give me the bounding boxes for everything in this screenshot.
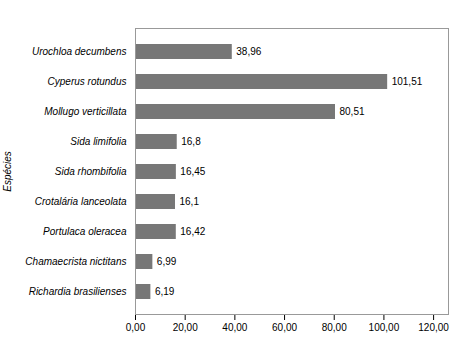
svg-text:6,99: 6,99 [157, 256, 177, 267]
svg-text:16,45: 16,45 [180, 166, 205, 177]
svg-text:16,8: 16,8 [181, 136, 201, 147]
svg-text:60,00: 60,00 [272, 322, 297, 333]
svg-text:100,00: 100,00 [369, 322, 400, 333]
svg-text:16,1: 16,1 [179, 196, 199, 207]
svg-text:Chamaecrista nictitans: Chamaecrista nictitans [25, 256, 126, 267]
svg-text:38,96: 38,96 [236, 46, 261, 57]
svg-text:Portulaca oleracea: Portulaca oleracea [43, 226, 127, 237]
svg-text:20,00: 20,00 [173, 322, 198, 333]
svg-text:Mollugo verticillata: Mollugo verticillata [44, 106, 127, 117]
svg-text:16,42: 16,42 [180, 226, 205, 237]
svg-text:6,19: 6,19 [155, 286, 175, 297]
svg-text:120,00: 120,00 [418, 322, 449, 333]
svg-text:Espécies: Espécies [2, 151, 13, 192]
svg-text:Cyperus rotundus: Cyperus rotundus [48, 76, 127, 87]
svg-text:40,00: 40,00 [222, 322, 247, 333]
svg-text:Crotalária lanceolata: Crotalária lanceolata [35, 196, 127, 207]
svg-text:101,51: 101,51 [392, 76, 423, 87]
svg-text:Sida rhombifolia: Sida rhombifolia [55, 166, 127, 177]
svg-text:80,51: 80,51 [339, 106, 364, 117]
svg-text:0,00: 0,00 [126, 322, 146, 333]
svg-text:Richardia brasilienses: Richardia brasilienses [29, 286, 127, 297]
svg-text:80,00: 80,00 [322, 322, 347, 333]
svg-text:Sida limifolia: Sida limifolia [70, 136, 127, 147]
svg-text:Urochloa decumbens: Urochloa decumbens [32, 46, 127, 57]
